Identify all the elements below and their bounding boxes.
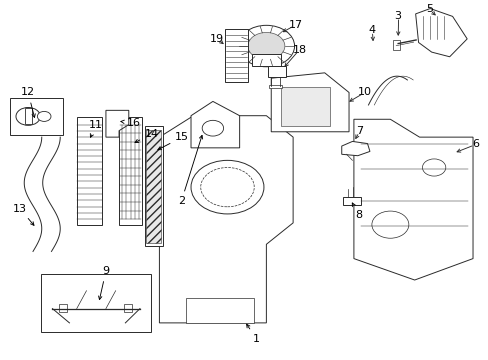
Text: 12: 12	[21, 87, 35, 117]
Bar	[224, 29, 248, 82]
Circle shape	[422, 159, 445, 176]
Polygon shape	[341, 141, 369, 156]
Text: 11: 11	[89, 120, 103, 137]
Bar	[10, 98, 62, 135]
Bar	[145, 130, 161, 243]
Text: 2: 2	[177, 135, 202, 206]
Bar	[392, 40, 399, 50]
Bar	[186, 298, 254, 323]
Circle shape	[37, 111, 51, 121]
Text: 18: 18	[292, 45, 306, 55]
Circle shape	[202, 120, 223, 136]
Circle shape	[238, 25, 294, 67]
Bar	[144, 126, 163, 246]
Bar	[251, 54, 281, 66]
Text: 14: 14	[135, 129, 159, 143]
Text: 5: 5	[425, 4, 432, 14]
Text: 4: 4	[367, 25, 375, 35]
Polygon shape	[106, 111, 128, 137]
Text: 7: 7	[355, 126, 363, 136]
Bar	[268, 85, 282, 88]
Bar	[342, 197, 361, 205]
Circle shape	[201, 167, 254, 207]
Bar	[25, 108, 31, 123]
Bar	[77, 117, 102, 225]
Circle shape	[247, 32, 285, 60]
Text: 19: 19	[209, 34, 224, 44]
Bar	[267, 66, 286, 77]
Bar	[281, 87, 329, 126]
Bar	[59, 303, 66, 312]
Text: 8: 8	[351, 203, 362, 220]
Text: 15: 15	[158, 132, 189, 150]
Circle shape	[371, 211, 408, 238]
Polygon shape	[271, 73, 348, 132]
Polygon shape	[191, 102, 239, 148]
Polygon shape	[159, 116, 292, 323]
Text: 13: 13	[13, 203, 34, 225]
Text: 1: 1	[246, 324, 260, 344]
Polygon shape	[353, 119, 472, 280]
Text: 10: 10	[357, 87, 371, 98]
Text: 3: 3	[393, 11, 400, 21]
Text: 9: 9	[99, 266, 109, 300]
Circle shape	[191, 160, 264, 214]
Text: 17: 17	[288, 19, 303, 30]
Text: 16: 16	[121, 118, 141, 128]
Text: 6: 6	[471, 139, 478, 149]
Bar	[123, 303, 131, 312]
Circle shape	[16, 108, 40, 125]
Polygon shape	[415, 9, 466, 57]
Bar	[41, 274, 150, 332]
Bar	[119, 117, 142, 225]
